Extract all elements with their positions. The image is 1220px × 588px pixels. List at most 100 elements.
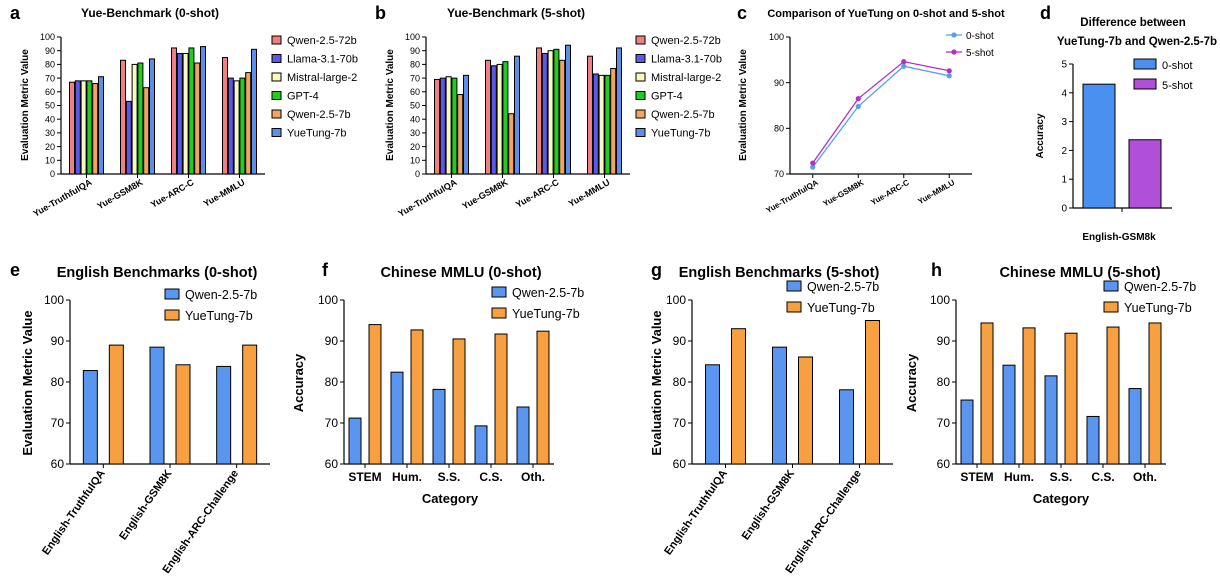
y-axis-label: Accuracy <box>291 353 306 412</box>
y-tick-label: 80 <box>410 60 420 70</box>
legend-label: GPT-4 <box>651 91 683 103</box>
bar <box>485 59 491 175</box>
bar <box>514 55 520 175</box>
data-point <box>810 160 816 166</box>
y-tick-label: 70 <box>45 73 55 83</box>
y-tick-label: 70 <box>774 169 784 179</box>
legend-label: Mistral-large-2 <box>651 72 721 84</box>
panel-b: b Yue-Benchmark (5-shot) 0 10 20 30 40 50 60 70 80… <box>375 3 722 219</box>
bar <box>348 417 362 465</box>
y-tick-label: 60 <box>410 87 420 97</box>
x-tick-label: Yue-TruthfulQA <box>396 177 459 219</box>
bar <box>175 364 191 465</box>
bar <box>452 338 466 465</box>
y-axis-label: Evaluation Metric Value <box>738 49 749 161</box>
panel-f: f Chinese MMLU (0-shot) 60 70 80 90 100 Accurac… <box>291 260 584 506</box>
legend-label: YueTung-7b <box>651 128 711 140</box>
legend-label: Qwen-2.5-72b <box>651 35 721 47</box>
legend-swatch <box>271 91 282 100</box>
x-tick-label: Oth. <box>1133 470 1157 484</box>
bar <box>216 365 232 465</box>
bar <box>200 46 206 175</box>
x-tick-label: Yue-MMLU <box>567 177 612 209</box>
bar <box>463 74 469 175</box>
legend-label: YueTung-7b <box>807 301 875 315</box>
legend-swatch <box>635 128 646 137</box>
legend-label: Qwen-2.5-7b <box>287 109 351 121</box>
y-tick-label: 50 <box>45 101 55 111</box>
y-tick-label: 80 <box>937 375 951 389</box>
y-axis-label: Accuracy <box>904 353 919 412</box>
x-tick-label: English-GSM8K <box>117 468 174 543</box>
bar <box>176 52 183 175</box>
data-point <box>855 103 861 110</box>
bar <box>125 100 132 175</box>
bar <box>547 50 554 175</box>
panel-g: g English Benchmarks (5-shot)60708090100E… <box>649 260 893 576</box>
legend-label: Qwen-2.5-7b <box>512 286 584 300</box>
legend-swatch <box>635 91 646 100</box>
data-point <box>810 164 816 170</box>
y-tick-label: 2 <box>1061 146 1067 157</box>
legend-marker <box>951 49 957 55</box>
bar <box>1082 83 1116 209</box>
chart-title: Chinese MMLU (0-shot) <box>380 265 541 281</box>
bar <box>508 113 515 175</box>
bar <box>82 370 98 465</box>
series-line <box>812 60 950 164</box>
bar <box>182 52 189 175</box>
y-tick-label: 80 <box>774 123 784 133</box>
bar <box>457 94 464 175</box>
bar <box>798 356 813 465</box>
bar <box>245 72 252 175</box>
x-tick-label: Yue-GSM8K <box>460 177 510 211</box>
legend-label: 0-shot <box>1162 60 1193 72</box>
legend-label: Mistral-large-2 <box>287 72 357 84</box>
data-point <box>946 68 952 74</box>
legend-label: 5-shot <box>966 48 994 59</box>
data-point <box>946 73 952 79</box>
x-tick-label: Yue-ARC-C <box>869 178 911 207</box>
x-tick-label: C.S. <box>1091 470 1114 484</box>
series-line <box>812 65 950 168</box>
y-tick-label: 100 <box>40 32 55 42</box>
bar <box>1064 332 1078 465</box>
bar <box>559 59 566 175</box>
x-tick-label: Yue-ARC-C <box>149 177 196 210</box>
legend-swatch <box>635 72 646 82</box>
legend-label: YueTung-7b <box>512 307 580 321</box>
bar <box>705 364 720 465</box>
panel-label: e <box>10 260 20 280</box>
bar <box>1002 364 1016 465</box>
x-tick-label: Yue-TruthfulQA <box>31 177 94 219</box>
bar <box>451 77 458 175</box>
bar <box>541 52 548 175</box>
bar <box>516 406 530 465</box>
bar <box>137 62 144 175</box>
legend-swatch <box>271 128 282 137</box>
y-tick-label: 0 <box>50 169 55 179</box>
y-tick-label: 20 <box>45 142 55 152</box>
legend-label: Qwen-2.5-7b <box>185 288 257 302</box>
bar <box>610 68 617 175</box>
y-axis-label: Evaluation Metric Value <box>20 310 35 455</box>
bar <box>410 329 424 465</box>
y-tick-label: 90 <box>774 78 784 88</box>
legend-label: Qwen-2.5-7b <box>1124 280 1196 294</box>
bar <box>553 48 560 175</box>
bar <box>445 76 452 175</box>
y-tick-label: 70 <box>673 416 687 430</box>
bar <box>149 58 155 175</box>
bar <box>432 388 446 465</box>
bar <box>960 399 974 465</box>
y-tick-label: 3 <box>1061 117 1067 128</box>
bar <box>222 57 228 175</box>
y-tick-label: 60 <box>325 457 339 471</box>
y-tick-label: 1 <box>1061 175 1067 186</box>
legend-label: Qwen-2.5-7b <box>807 280 879 294</box>
y-tick-label: 100 <box>405 32 420 42</box>
bar <box>616 47 622 175</box>
bar <box>368 324 382 465</box>
bar <box>502 61 509 175</box>
y-tick-label: 30 <box>45 128 55 138</box>
